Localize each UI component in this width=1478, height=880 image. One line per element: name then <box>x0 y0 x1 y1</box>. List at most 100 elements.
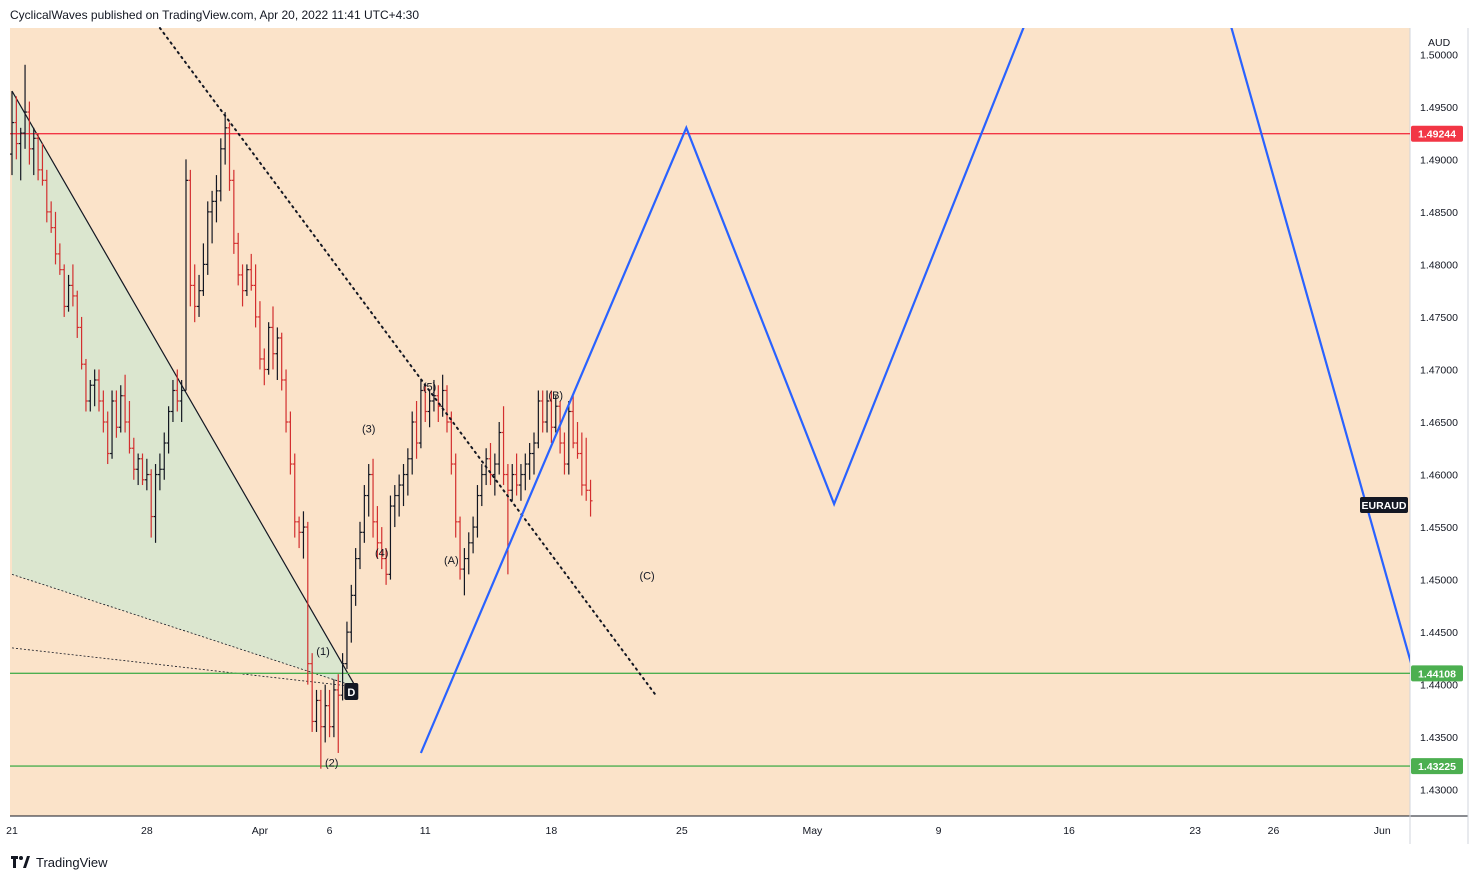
ohlc-bar <box>349 584 354 643</box>
ohlc-bar <box>175 369 180 412</box>
ohlc-bar <box>331 679 336 738</box>
ohlc-bar <box>18 127 23 181</box>
ohlc-bar <box>166 406 171 454</box>
ohlc-bar <box>23 64 28 149</box>
time-tick-label: 28 <box>141 825 153 837</box>
wave-label: (A) <box>444 555 459 567</box>
ohlc-bar <box>292 453 297 538</box>
time-tick-label: May <box>802 825 823 837</box>
ohlc-bar <box>540 390 545 433</box>
ohlc-bar <box>262 348 267 386</box>
ohlc-bar <box>149 469 154 538</box>
ohlc-bar <box>366 464 371 517</box>
time-tick-label: 9 <box>936 825 942 837</box>
ohlc-bar <box>458 516 463 580</box>
ohlc-bar <box>418 379 423 449</box>
time-axis-background <box>10 816 1468 844</box>
price-tag-label: 1.43225 <box>1418 761 1456 773</box>
ohlc-bar <box>79 316 84 370</box>
ohlc-bar <box>488 443 493 486</box>
ohlc-bar <box>584 437 589 501</box>
ohlc-bar <box>353 548 358 606</box>
price-tick-label: 1.47500 <box>1420 312 1458 324</box>
ohlc-bar <box>123 374 128 433</box>
ohlc-bar <box>492 453 497 496</box>
ohlc-bar <box>371 458 376 538</box>
ohlc-bar <box>75 290 80 338</box>
ohlc-bar <box>210 190 215 244</box>
ohlc-bar <box>510 464 515 501</box>
tradingview-logo[interactable]: TradingView <box>10 852 108 872</box>
ohlc-bar <box>70 264 75 307</box>
ohlc-bar <box>257 301 262 370</box>
ohlc-bar <box>571 395 576 449</box>
header-bar: CyclicalWaves published on TradingView.c… <box>0 0 1478 28</box>
wave-label: (1) <box>316 646 329 658</box>
time-tick-label: Apr <box>252 825 269 837</box>
ohlc-bar <box>318 689 323 769</box>
wave-label: (B) <box>548 390 563 402</box>
time-tick-label: 26 <box>1268 825 1280 837</box>
ohlc-bar <box>297 516 302 549</box>
ohlc-bar <box>244 264 249 296</box>
tradingview-logo-icon <box>11 856 30 868</box>
price-tick-label: 1.48500 <box>1420 207 1458 219</box>
ohlc-bar <box>310 653 315 732</box>
wave-label: (3) <box>362 424 375 436</box>
ohlc-bar <box>405 448 410 496</box>
ohlc-bar <box>192 264 197 323</box>
ohlc-bar <box>501 406 506 486</box>
ohlc-bar <box>388 495 393 580</box>
ohlc-bar <box>397 474 402 517</box>
ohlc-bar <box>218 138 223 202</box>
price-tick-label: 1.50000 <box>1420 49 1458 61</box>
price-tick-label: 1.46000 <box>1420 470 1458 482</box>
wave-label: (4) <box>375 547 388 559</box>
ohlc-bar <box>83 358 88 412</box>
ohlc-bar <box>44 169 49 223</box>
ohlc-bar <box>431 379 436 412</box>
ohlc-bars-layer <box>10 64 593 769</box>
price-tick-label: 1.43500 <box>1420 732 1458 744</box>
ohlc-bar <box>336 674 341 753</box>
ohlc-bar <box>27 101 32 165</box>
publish-attribution: CyclicalWaves published on TradingView.c… <box>10 8 420 22</box>
wave-label: (5) <box>423 381 436 393</box>
ohlc-bar <box>66 274 71 312</box>
ohlc-bar <box>214 175 219 223</box>
ohlc-bar <box>536 390 541 449</box>
ohlc-bar <box>514 453 519 496</box>
time-tick-label: 25 <box>676 825 688 837</box>
ohlc-bar <box>266 322 271 375</box>
ohlc-bar <box>566 400 571 475</box>
wedge-layer <box>11 90 357 688</box>
wedge-lower-line <box>11 573 356 688</box>
ohlc-bar <box>275 327 280 380</box>
ohlc-bar <box>140 453 145 486</box>
ohlc-bar <box>410 411 415 475</box>
time-tick-label: Jun <box>1374 825 1391 837</box>
ohlc-bar <box>170 379 175 422</box>
price-tick-label: 1.44500 <box>1420 627 1458 639</box>
ohlc-bar <box>466 532 471 575</box>
wave-label: (C) <box>639 571 654 583</box>
price-tag-support-upper <box>1411 665 1463 682</box>
ohlc-bar <box>31 127 36 176</box>
plot-background <box>10 28 1410 816</box>
ohlc-bar <box>101 390 106 433</box>
ohlc-bar <box>314 689 319 732</box>
ohlc-bar <box>57 243 62 275</box>
time-tick-label: 21 <box>6 825 18 837</box>
price-tag-label: 1.44108 <box>1418 668 1456 680</box>
ohlc-bar <box>236 232 241 286</box>
currency-label: AUD <box>1428 37 1451 49</box>
ohlc-bar <box>362 485 367 543</box>
wave-label: (2) <box>325 758 338 770</box>
ohlc-bar <box>479 464 484 507</box>
time-tick-label: 16 <box>1063 825 1075 837</box>
ohlc-bar <box>523 453 528 491</box>
time-tick-label: 11 <box>420 825 431 837</box>
price-tick-label: 1.49500 <box>1420 102 1458 114</box>
ohlc-bar <box>553 395 558 433</box>
